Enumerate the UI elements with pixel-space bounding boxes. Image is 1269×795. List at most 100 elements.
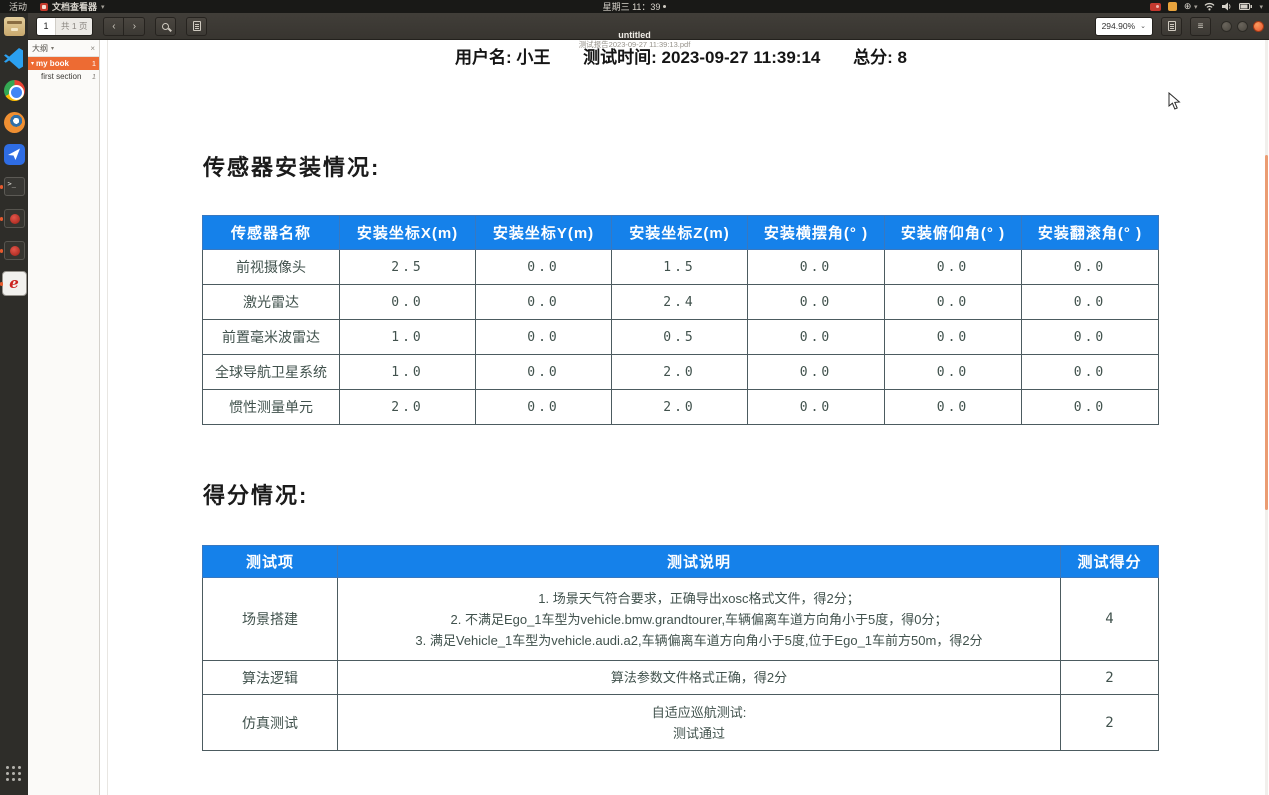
scrollbar-thumb[interactable] xyxy=(1265,155,1268,510)
dock-item-simulator-2[interactable] xyxy=(0,239,26,262)
simulator-icon xyxy=(3,209,25,228)
sensor-table: 传感器名称 安装坐标X(m) 安装坐标Y(m) 安装坐标Z(m) 安装横摆角(°… xyxy=(202,215,1159,425)
dock-item-vscode[interactable] xyxy=(3,47,26,70)
chrome-icon xyxy=(3,80,25,101)
expander-icon[interactable]: ▾ xyxy=(31,61,35,67)
search-button[interactable] xyxy=(155,16,177,36)
app-menu-button[interactable]: 文档查看器 ▾ xyxy=(40,0,105,13)
battery-icon xyxy=(1239,3,1253,10)
chevron-down-icon: ▾ xyxy=(101,3,105,11)
test-description-cell: 1. 场景天气符合要求，正确导出xosc格式文件，得2分； 2. 不满足Ego_… xyxy=(337,577,1061,661)
sensor-name-cell: 惯性测量单元 xyxy=(202,389,340,425)
activities-button[interactable]: 活动 xyxy=(9,2,28,12)
description-line: 3. 满足Vehicle_1车型为vehicle.audi.a2,车辆偏离车道方… xyxy=(415,632,983,648)
dock-item-files[interactable] xyxy=(3,15,26,38)
outline-item-page: 1 xyxy=(91,71,96,81)
dock-item-blender[interactable] xyxy=(3,111,26,134)
show-applications-button[interactable] xyxy=(6,766,22,782)
page-properties-button[interactable] xyxy=(1161,16,1182,36)
app-menu-label: 文档查看器 xyxy=(52,2,98,12)
minimize-button[interactable] xyxy=(1221,20,1232,32)
pane-divider xyxy=(107,40,108,795)
blender-icon xyxy=(3,112,25,133)
close-button[interactable] xyxy=(1253,20,1264,32)
next-page-button[interactable]: › xyxy=(124,16,146,36)
column-header: 安装翻滚角(° ) xyxy=(1021,215,1159,250)
column-header: 安装俯仰角(° ) xyxy=(884,215,1022,250)
hamburger-menu-button[interactable]: ≡ xyxy=(1190,16,1211,36)
column-header: 测试得分 xyxy=(1060,545,1159,578)
sensor-table-header-row: 传感器名称 安装坐标X(m) 安装坐标Y(m) 安装坐标Z(m) 安装横摆角(°… xyxy=(202,215,1159,250)
test-score-cell: 4 xyxy=(1060,577,1159,661)
page-number-input[interactable] xyxy=(37,17,55,35)
vertical-scrollbar[interactable] xyxy=(1265,40,1268,795)
document-viewer-headerbar: 共 1 页 ‹ › untitled 测试报告2023-09-27 11:39:… xyxy=(0,13,1269,49)
test-score-cell: 2 xyxy=(1060,660,1159,695)
dock-item-chrome[interactable] xyxy=(3,79,26,102)
simulator-icon xyxy=(3,241,25,260)
running-indicator xyxy=(0,184,3,189)
column-header: 传感器名称 xyxy=(202,215,340,250)
window-title: untitled xyxy=(618,30,651,40)
chevron-down-icon: ⌄ xyxy=(1140,23,1146,30)
screen-recorder-icon[interactable] xyxy=(1149,2,1161,11)
description-line: 自适应巡航测试: xyxy=(651,704,747,720)
report-username: 用户名: 小王 xyxy=(455,48,551,67)
maximize-button[interactable] xyxy=(1237,20,1248,32)
input-method-icon[interactable]: ⊕ ▾ xyxy=(1183,1,1198,11)
dock-item-simulator-1[interactable] xyxy=(0,207,26,230)
evince-logo-icon: e xyxy=(9,274,19,292)
table-row: 算法逻辑 算法参数文件格式正确，得2分 2 xyxy=(202,660,1159,695)
score-section-title: 得分情况: xyxy=(203,483,309,508)
score-table: 测试项 测试说明 测试得分 场景搭建 1. 场景天气符合要求，正确导出xosc格… xyxy=(202,545,1159,751)
outline-sidebar: 大纲 ▾ × ▾ my book 1 first section 1 xyxy=(28,40,100,795)
column-header: 测试说明 xyxy=(337,545,1061,578)
annotation-icon xyxy=(192,21,201,31)
sensor-name-cell: 激光雷达 xyxy=(202,284,340,320)
gnome-top-bar: 活动 文档查看器 ▾ 星期三 11：39 ⊕ ▾ ▾ xyxy=(0,0,1269,13)
sensor-section-title: 传感器安装情况: xyxy=(203,155,381,180)
annotations-button[interactable] xyxy=(186,16,208,36)
page-icon xyxy=(1167,21,1176,31)
dock-item-document-viewer[interactable]: e xyxy=(0,271,27,296)
dock-item-terminal[interactable]: >_ xyxy=(0,175,26,198)
paper-plane-icon xyxy=(3,144,25,165)
system-tray[interactable]: ⊕ ▾ ▾ xyxy=(1149,1,1263,12)
sidebar-mode-dropdown[interactable]: 大纲 xyxy=(32,43,48,53)
table-row: 激光雷达 0.0 0.0 2.4 0.0 0.0 0.0 xyxy=(202,284,1159,320)
zoom-level-value: 294.90% xyxy=(1101,21,1136,31)
report-total-score: 总分: 8 xyxy=(853,48,907,67)
running-indicator xyxy=(0,216,3,221)
search-icon xyxy=(162,22,170,30)
test-score-cell: 2 xyxy=(1060,694,1159,751)
test-description-cell: 算法参数文件格式正确，得2分 xyxy=(337,660,1061,695)
dock: >_ e xyxy=(0,13,28,795)
document-page[interactable]: 用户名: 小王 测试时间: 2023-09-27 11:39:14 总分: 8 … xyxy=(101,40,1269,795)
running-indicator xyxy=(0,248,3,253)
table-row: 全球导航卫星系统 1.0 0.0 2.0 0.0 0.0 0.0 xyxy=(202,354,1159,390)
chevron-down-icon: ▾ xyxy=(1259,3,1263,11)
column-header: 安装横摆角(° ) xyxy=(747,215,885,250)
outline-item-first-section[interactable]: first section 1 xyxy=(28,70,99,82)
test-item-cell: 仿真测试 xyxy=(202,694,338,751)
outline-item-my-book[interactable]: ▾ my book 1 xyxy=(28,57,99,70)
sensor-name-cell: 前置毫米波雷达 xyxy=(202,319,340,355)
chevron-down-icon: ▾ xyxy=(51,45,55,52)
table-row: 场景搭建 1. 场景天气符合要求，正确导出xosc格式文件，得2分； 2. 不满… xyxy=(202,577,1159,661)
app-indicator-icon[interactable] xyxy=(1167,2,1177,11)
clock[interactable]: 星期三 11：39 xyxy=(602,2,661,12)
vscode-icon xyxy=(4,48,23,69)
report-header: 用户名: 小王 测试时间: 2023-09-27 11:39:14 总分: 8 xyxy=(201,43,1161,68)
dock-item-navigator[interactable] xyxy=(3,143,26,166)
table-row: 惯性测量单元 2.0 0.0 2.0 0.0 0.0 0.0 xyxy=(202,389,1159,425)
column-header: 安装坐标X(m) xyxy=(339,215,476,250)
description-line: 2. 不满足Ego_1车型为vehicle.bmw.grandtourer,车辆… xyxy=(450,611,948,627)
table-row: 前视摄像头 2.5 0.0 1.5 0.0 0.0 0.0 xyxy=(202,249,1159,285)
zoom-level-dropdown[interactable]: 294.90% ⌄ xyxy=(1094,16,1153,36)
table-row: 前置毫米波雷达 1.0 0.0 0.5 0.0 0.0 0.0 xyxy=(202,319,1159,355)
test-item-cell: 场景搭建 xyxy=(202,577,338,661)
mouse-cursor xyxy=(1168,92,1181,110)
previous-page-button[interactable]: ‹ xyxy=(103,16,125,36)
sidebar-close-button[interactable]: × xyxy=(90,43,95,53)
